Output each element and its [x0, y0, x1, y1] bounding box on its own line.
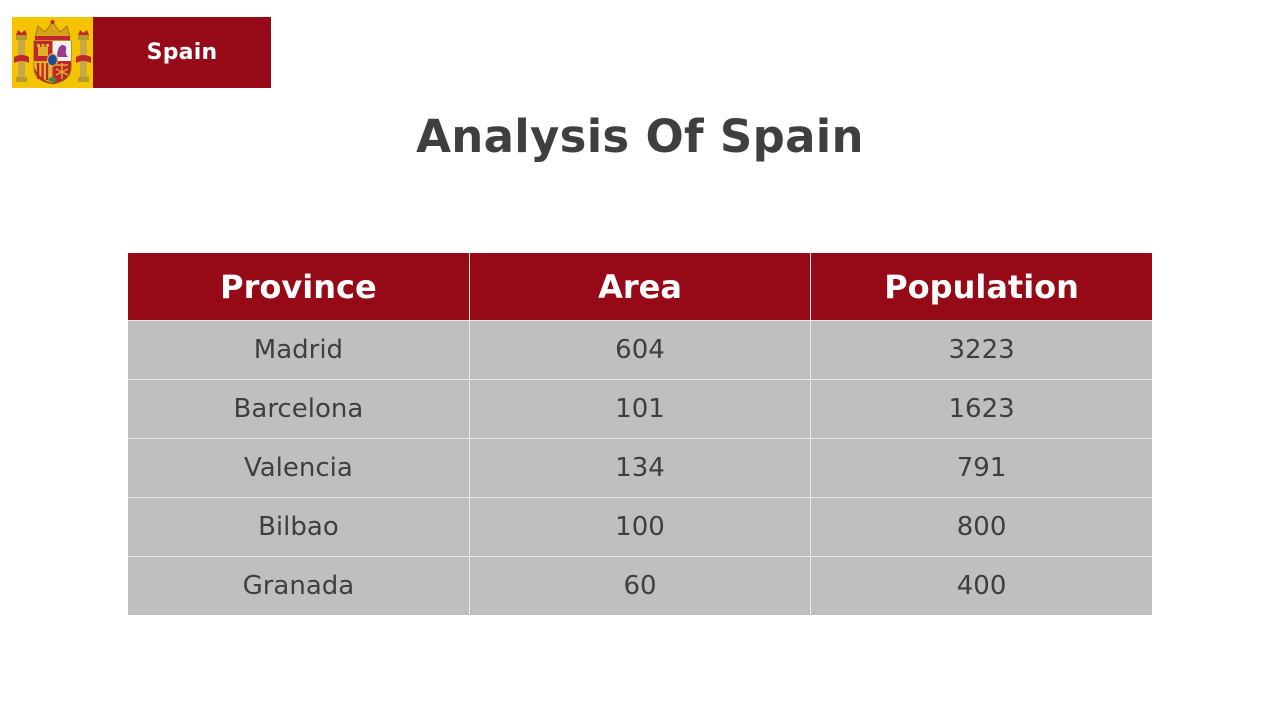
province-table: Province Area Population Madrid 604 3223…: [128, 253, 1152, 615]
cell-area: 100: [468, 497, 812, 557]
table-row: Barcelona 101 1623: [128, 379, 1152, 439]
column-header-area: Area: [468, 253, 812, 321]
spain-coat-of-arms-icon: [14, 20, 91, 85]
cell-province: Barcelona: [128, 379, 470, 439]
cell-province: Valencia: [128, 438, 470, 498]
cell-area: 60: [468, 556, 812, 615]
cell-area: 101: [468, 379, 812, 439]
table-header-row: Province Area Population: [128, 253, 1152, 321]
cell-population: 1623: [810, 379, 1152, 439]
cell-area: 134: [468, 438, 812, 498]
country-label: Spain: [146, 40, 218, 65]
emblem-panel: [12, 17, 93, 88]
cell-population: 400: [810, 556, 1152, 615]
tag-label-panel: Spain: [93, 17, 271, 88]
cell-population: 3223: [810, 320, 1152, 380]
page-title: Analysis Of Spain: [416, 110, 864, 163]
table-row: Granada 60 400: [128, 556, 1152, 615]
cell-area: 604: [468, 320, 812, 380]
cell-population: 800: [810, 497, 1152, 557]
table-row: Madrid 604 3223: [128, 320, 1152, 380]
table-row: Bilbao 100 800: [128, 497, 1152, 557]
cell-province: Bilbao: [128, 497, 470, 557]
cell-province: Granada: [128, 556, 470, 615]
country-tag: Spain: [12, 17, 271, 88]
column-header-population: Population: [810, 253, 1152, 321]
cell-population: 791: [810, 438, 1152, 498]
table-row: Valencia 134 791: [128, 438, 1152, 498]
column-header-province: Province: [128, 253, 470, 321]
cell-province: Madrid: [128, 320, 470, 380]
